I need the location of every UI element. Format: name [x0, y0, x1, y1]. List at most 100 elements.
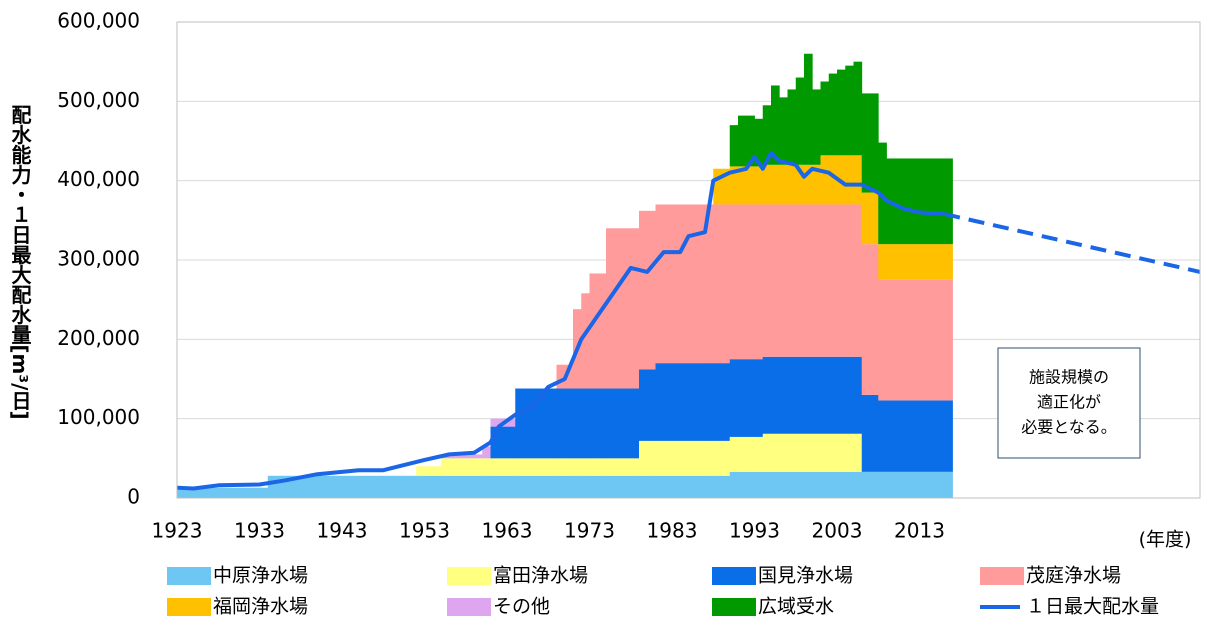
area-segment [779, 356, 788, 434]
area-segment [573, 475, 582, 498]
area-segment [853, 356, 863, 434]
area-segment [639, 210, 656, 370]
area-segment [845, 356, 854, 434]
area-segment [754, 359, 764, 437]
area-segment [886, 471, 953, 498]
area-segment [515, 458, 557, 476]
area-segment [886, 158, 953, 245]
area-segment [779, 97, 788, 165]
area-segment [771, 433, 780, 472]
area-segment [861, 93, 871, 193]
area-segment [639, 440, 656, 476]
area-segment [713, 363, 731, 441]
annotation-text: 適正化が [1037, 393, 1101, 412]
x-unit-label: (年度) [1139, 529, 1192, 551]
area-segment [639, 475, 656, 498]
area-segment [820, 155, 830, 205]
area-segment [655, 204, 706, 364]
area-segment [828, 356, 838, 434]
legend-label: 富田浄水場 [493, 565, 588, 587]
area-segment [820, 204, 830, 357]
area-segment [762, 356, 772, 434]
area-segment [870, 192, 879, 245]
area-segment [267, 475, 417, 498]
area-segment [845, 65, 854, 156]
area-segment [729, 166, 739, 205]
area-segment [853, 61, 863, 156]
x-tick-label: 1943 [317, 519, 368, 543]
x-tick-label: 1953 [399, 519, 450, 543]
area-segment [837, 433, 846, 472]
legend-label: １日最大配水量 [1026, 596, 1159, 618]
x-tick-label: 1923 [152, 519, 203, 543]
area-segment [779, 471, 788, 498]
area-segment [729, 204, 739, 360]
area-segment [754, 166, 764, 205]
area-segment [705, 440, 714, 476]
legend-swatch [712, 567, 756, 585]
area-segment [861, 192, 871, 245]
area-segment [820, 356, 830, 434]
area-segment [787, 433, 797, 472]
area-segment [804, 204, 813, 357]
area-segment [754, 436, 764, 472]
area-segment [779, 204, 788, 357]
area-segment [878, 244, 887, 280]
area-segment [515, 475, 557, 498]
area-segment [655, 475, 706, 498]
area-segment [713, 440, 731, 476]
area-segment [820, 81, 830, 156]
area-segment [729, 471, 739, 498]
area-segment [482, 458, 491, 476]
area-segment [581, 388, 590, 459]
area-segment [853, 155, 863, 205]
area-segment [177, 487, 269, 498]
area-segment [589, 388, 607, 459]
area-segment [878, 279, 887, 401]
area-segment [705, 204, 714, 364]
area-segment [870, 93, 879, 193]
area-segment [441, 454, 483, 459]
area-segment [729, 436, 739, 472]
area-segment [787, 471, 797, 498]
area-segment [762, 164, 772, 205]
area-segment [441, 475, 483, 498]
legend-swatch [447, 598, 491, 616]
area-segment [556, 458, 574, 476]
area-segment [738, 436, 755, 472]
x-tick-label: 2003 [812, 519, 863, 543]
area-segment [795, 77, 805, 165]
area-segment [606, 475, 640, 498]
area-segment [795, 164, 805, 205]
area-segment [771, 85, 780, 165]
area-segment [861, 394, 871, 472]
area-segment [804, 164, 813, 205]
area-segment [490, 458, 516, 476]
area-segment [837, 471, 846, 498]
area-segment [878, 142, 887, 245]
area-segment [804, 53, 813, 165]
area-segment [713, 475, 731, 498]
area-segment [589, 273, 607, 389]
area-segment [771, 356, 780, 434]
area-segment [729, 359, 739, 437]
area-segment [804, 433, 813, 472]
area-segment [812, 164, 821, 205]
legend-swatch [447, 567, 491, 585]
area-segment [812, 89, 821, 165]
x-tick-label: 1983 [647, 519, 698, 543]
area-segment [853, 433, 863, 472]
area-segment [795, 433, 805, 472]
area-segment [762, 433, 772, 472]
area-segment [795, 471, 805, 498]
area-segment [762, 105, 772, 165]
area-segment [828, 73, 838, 156]
area-segment [804, 471, 813, 498]
x-tick-label: 1993 [729, 519, 780, 543]
area-segment [870, 394, 879, 472]
area-segment [581, 293, 590, 389]
area-segment [870, 471, 879, 498]
area-segment [589, 458, 607, 476]
area-segment [606, 458, 640, 476]
